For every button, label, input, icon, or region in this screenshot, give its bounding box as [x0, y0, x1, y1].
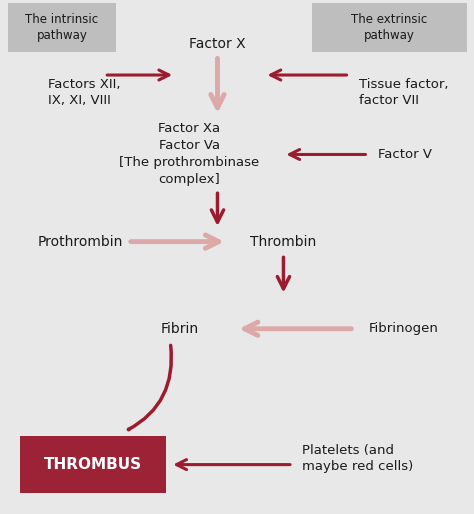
Text: The extrinsic
pathway: The extrinsic pathway — [351, 13, 428, 42]
FancyBboxPatch shape — [19, 436, 165, 493]
Text: Fibrin: Fibrin — [161, 322, 199, 336]
Text: Factor Xa
Factor Va
[The prothrombinase
complex]: Factor Xa Factor Va [The prothrombinase … — [119, 122, 259, 187]
Text: Fibrinogen: Fibrinogen — [368, 322, 438, 335]
Text: Factors XII,
IX, XI, VIII: Factors XII, IX, XI, VIII — [48, 79, 120, 107]
Text: Factor V: Factor V — [378, 148, 432, 161]
Text: Prothrombin: Prothrombin — [38, 234, 124, 249]
FancyArrowPatch shape — [128, 345, 172, 430]
Text: Platelets (and
maybe red cells): Platelets (and maybe red cells) — [302, 444, 413, 473]
FancyBboxPatch shape — [8, 3, 116, 52]
Text: The intrinsic
pathway: The intrinsic pathway — [26, 13, 99, 42]
Text: Factor X: Factor X — [189, 38, 246, 51]
FancyBboxPatch shape — [312, 3, 467, 52]
Text: Thrombin: Thrombin — [250, 234, 317, 249]
Text: Tissue factor,
factor VII: Tissue factor, factor VII — [359, 79, 448, 107]
Text: THROMBUS: THROMBUS — [44, 457, 142, 472]
